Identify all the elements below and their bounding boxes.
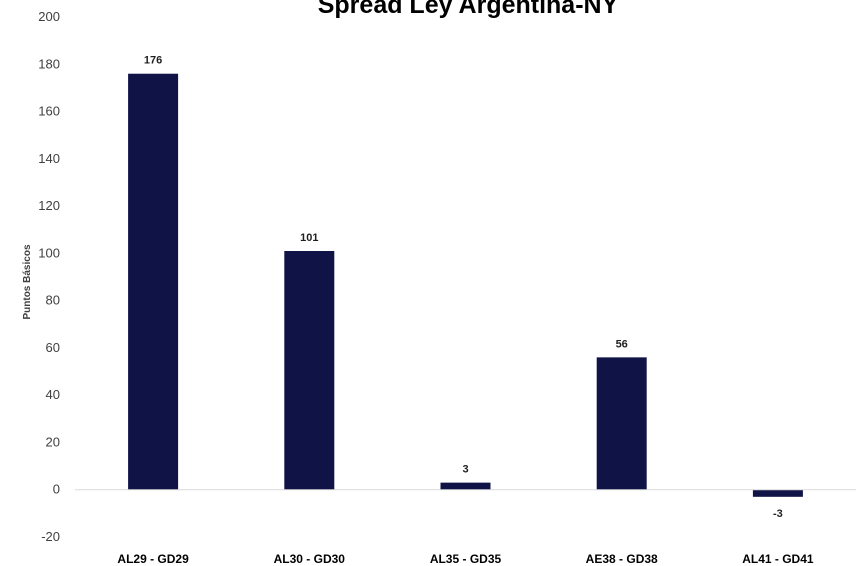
x-tick-label: AE38 - GD38 (586, 552, 658, 566)
y-tick-label: 120 (38, 198, 60, 213)
y-tick-label: 200 (38, 9, 60, 24)
bars (128, 73, 803, 497)
y-tick-label: 140 (38, 151, 60, 166)
y-tick-label: 60 (46, 340, 60, 355)
x-tick-label: AL29 - GD29 (117, 552, 189, 566)
x-axis-ticks: AL29 - GD29 AL30 - GD30 AL35 - GD35 AE38 - … (117, 552, 813, 566)
x-tick-label: AL35 - GD35 (430, 552, 502, 566)
data-label: 101 (300, 232, 318, 244)
y-tick-label: 100 (38, 245, 60, 260)
y-tick-label: -20 (41, 529, 60, 544)
y-tick-label: 80 (46, 293, 60, 308)
x-tick-label: AL41 - GD41 (742, 552, 814, 566)
bar-al35-gd35 (440, 482, 491, 490)
y-tick-label: 20 (46, 434, 60, 449)
y-tick-label: 180 (38, 56, 60, 71)
y-tick-label: 40 (46, 387, 60, 402)
bar-al30-gd30 (284, 251, 335, 490)
data-labels: 176 101 3 56 -3 (144, 55, 783, 520)
y-axis-ticks: -20 0 20 40 60 80 100 120 140 160 180 200 (38, 9, 60, 544)
bar-al41-gd41 (752, 489, 803, 497)
x-tick-label: AL30 - GD30 (274, 552, 346, 566)
y-tick-label: 0 (53, 482, 60, 497)
bar-al29-gd29 (128, 73, 179, 490)
data-label: 3 (462, 464, 468, 476)
chart-title: Spread Ley Argentina-NY (318, 0, 619, 19)
data-label: -3 (773, 508, 783, 520)
y-axis-label: Puntos Básicos (22, 244, 33, 319)
data-label: 176 (144, 55, 162, 67)
data-label: 56 (616, 338, 628, 350)
y-tick-label: 160 (38, 104, 60, 119)
bar-ae38-gd38 (596, 357, 647, 490)
